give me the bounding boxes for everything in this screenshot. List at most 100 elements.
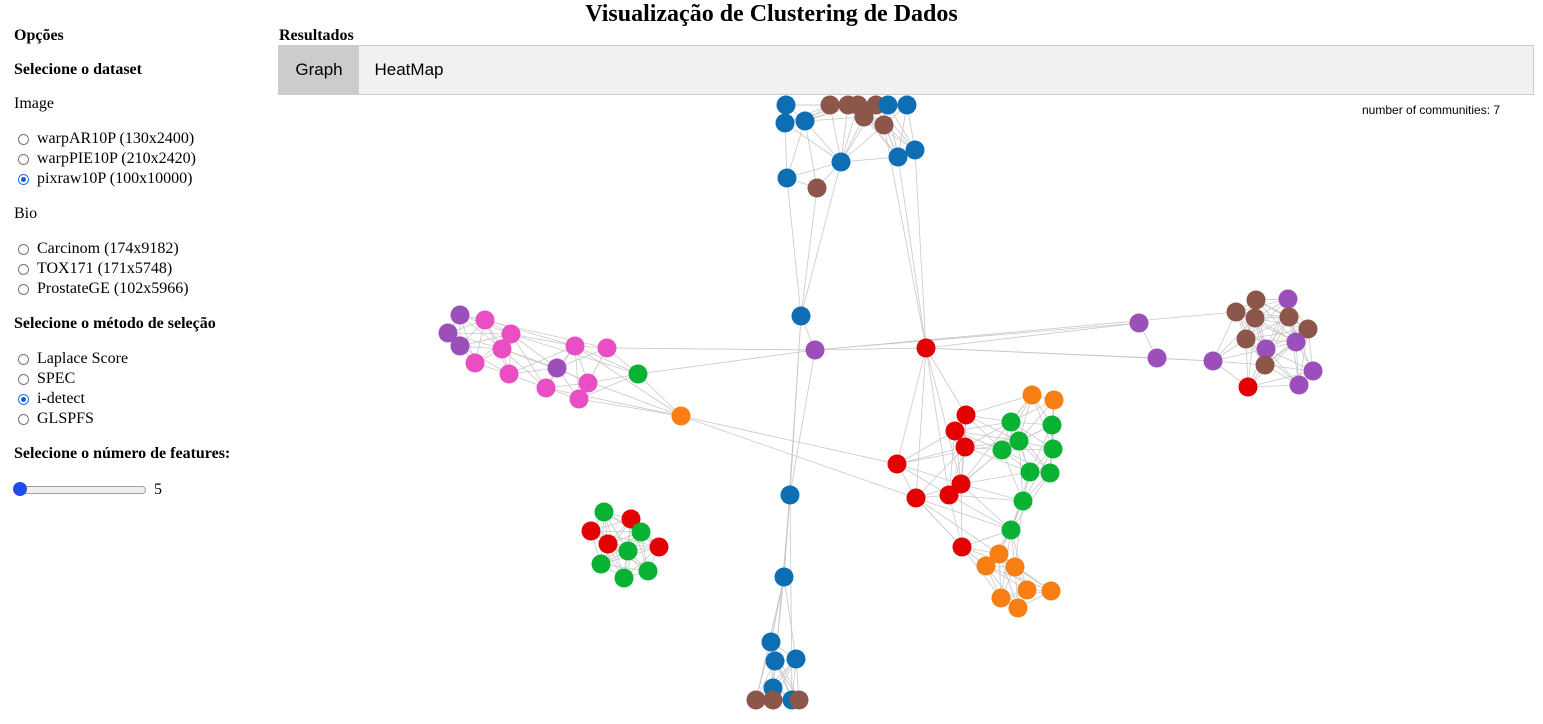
graph-node[interactable] [597, 338, 617, 358]
graph-node[interactable] [956, 405, 976, 425]
radio-prostatege[interactable]: ProstateGE (102x5966) [18, 279, 189, 299]
graph-node[interactable] [1043, 439, 1063, 459]
graph-node[interactable] [1246, 290, 1266, 310]
graph-node[interactable] [1147, 348, 1167, 368]
graph-node[interactable] [1245, 308, 1265, 328]
radio-button[interactable] [18, 353, 29, 365]
graph-node[interactable] [492, 339, 512, 359]
tab-heatmap[interactable]: HeatMap [374, 60, 444, 79]
graph-node[interactable] [450, 305, 470, 325]
slider-thumb[interactable] [13, 482, 27, 496]
graph-node[interactable] [638, 561, 658, 581]
graph-node[interactable] [671, 406, 691, 426]
graph-node[interactable] [1022, 385, 1042, 405]
graph-node[interactable] [992, 440, 1012, 460]
radio-button[interactable] [18, 263, 29, 275]
graph-node[interactable] [888, 147, 908, 167]
graph-node[interactable] [776, 95, 796, 115]
graph-node[interactable] [807, 178, 827, 198]
graph-node[interactable] [1041, 581, 1061, 601]
graph-node[interactable] [887, 454, 907, 474]
graph-node[interactable] [1020, 462, 1040, 482]
graph-node[interactable] [1289, 375, 1309, 395]
radio-glspfs[interactable]: GLSPFS [18, 409, 94, 429]
graph-node[interactable] [991, 588, 1011, 608]
graph-node[interactable] [614, 568, 634, 588]
graph-node[interactable] [547, 358, 567, 378]
graph-node[interactable] [791, 306, 811, 326]
graph-node[interactable] [1040, 463, 1060, 483]
graph-node[interactable] [591, 554, 611, 574]
graph-node[interactable] [1009, 431, 1029, 451]
radio-pixraw10p[interactable]: pixraw10P (100x10000) [18, 169, 192, 189]
graph-node[interactable] [795, 111, 815, 131]
graph-node[interactable] [1236, 329, 1256, 349]
graph-node[interactable] [874, 115, 894, 135]
graph-node[interactable] [1256, 339, 1276, 359]
radio-laplace-score[interactable]: Laplace Score [18, 349, 128, 369]
graph-node[interactable] [878, 95, 898, 115]
graph-node[interactable] [939, 485, 959, 505]
graph-node[interactable] [831, 152, 851, 172]
radio-i-detect[interactable]: i-detect [18, 389, 85, 409]
graph-node[interactable] [789, 690, 809, 710]
graph-node[interactable] [631, 522, 651, 542]
graph-node[interactable] [1001, 412, 1021, 432]
graph-node[interactable] [786, 649, 806, 669]
graph-node[interactable] [905, 140, 925, 160]
graph-node[interactable] [1042, 415, 1062, 435]
graph-node[interactable] [618, 541, 638, 561]
graph-node[interactable] [1013, 491, 1033, 511]
graph-node[interactable] [1044, 390, 1064, 410]
graph-node[interactable] [1238, 377, 1258, 397]
graph-node[interactable] [1226, 302, 1246, 322]
graph-node[interactable] [565, 336, 585, 356]
graph-node[interactable] [952, 537, 972, 557]
graph-node[interactable] [649, 537, 669, 557]
tab-graph[interactable]: Graph [279, 46, 359, 94]
graph-node[interactable] [774, 567, 794, 587]
radio-spec[interactable]: SPEC [18, 369, 75, 389]
graph-node[interactable] [628, 364, 648, 384]
graph-node[interactable] [989, 544, 1009, 564]
graph-node[interactable] [1303, 361, 1323, 381]
graph-node[interactable] [945, 421, 965, 441]
graph-node[interactable] [621, 509, 641, 529]
graph-node[interactable] [976, 556, 996, 576]
graph-node[interactable] [955, 437, 975, 457]
graph-node[interactable] [761, 632, 781, 652]
radio-button[interactable] [18, 153, 29, 165]
graph-node[interactable] [569, 389, 589, 409]
graph-node[interactable] [1255, 355, 1275, 375]
graph-node[interactable] [465, 353, 485, 373]
graph-node[interactable] [1298, 319, 1318, 339]
graph-node[interactable] [765, 651, 785, 671]
graph-node[interactable] [1129, 313, 1149, 333]
graph-node[interactable] [906, 488, 926, 508]
radio-button-checked[interactable] [18, 393, 29, 405]
graph-node[interactable] [1278, 289, 1298, 309]
graph-node[interactable] [777, 168, 797, 188]
radio-button[interactable] [18, 133, 29, 145]
radio-button[interactable] [18, 373, 29, 385]
radio-warpar10p[interactable]: warpAR10P (130x2400) [18, 129, 194, 149]
radio-warppie10p[interactable]: warpPIE10P (210x2420) [18, 149, 196, 169]
graph-node[interactable] [438, 323, 458, 343]
graph-node[interactable] [578, 373, 598, 393]
graph-node[interactable] [805, 340, 825, 360]
graph-node[interactable] [450, 336, 470, 356]
graph-node[interactable] [951, 474, 971, 494]
features-slider[interactable] [13, 482, 146, 496]
graph-node[interactable] [1203, 351, 1223, 371]
radio-carcinom[interactable]: Carcinom (174x9182) [18, 239, 179, 259]
graph-node[interactable] [897, 95, 917, 115]
graph-node[interactable] [594, 502, 614, 522]
graph-node[interactable] [916, 338, 936, 358]
radio-button[interactable] [18, 283, 29, 295]
graph-node[interactable] [536, 378, 556, 398]
graph-node[interactable] [854, 107, 874, 127]
graph-node[interactable] [581, 521, 601, 541]
radio-button[interactable] [18, 413, 29, 425]
radio-tox171[interactable]: TOX171 (171x5748) [18, 259, 172, 279]
radio-button-checked[interactable] [18, 173, 29, 185]
